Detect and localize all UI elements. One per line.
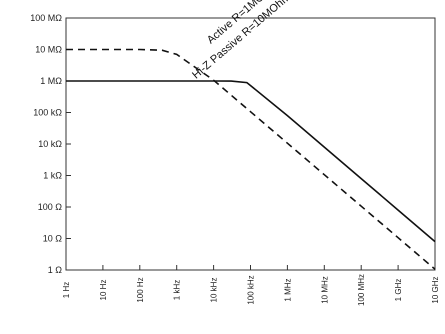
x-tick-label: 10 MHz: [320, 276, 329, 304]
x-tick-label: 1 MHz: [283, 278, 292, 301]
y-tick-label: 100 Ω: [38, 202, 63, 212]
ticks: 1 Ω 10 Ω 100 Ω 1 kΩ 10 kΩ 100 kΩ 1 MΩ 10 MΩ 100 …: [30, 13, 440, 306]
y-tick-label: 100 MΩ: [30, 13, 62, 23]
series-line-hiz-passive: [66, 48, 436, 270]
x-tick-label: 10 GHz: [431, 276, 440, 303]
axes: [65, 17, 436, 271]
x-tick-label: 100 MHz: [357, 274, 366, 306]
y-tick-label: 1 kΩ: [43, 171, 62, 181]
x-tick-label: 1 GHz: [394, 279, 403, 302]
x-tick-label: 1 Hz: [62, 282, 71, 298]
x-tick-label: 1 kHz: [173, 280, 182, 300]
series-layer: [66, 48, 436, 270]
x-tick-label: 10 kHz: [210, 278, 219, 303]
x-tick-label: 10 Hz: [99, 280, 108, 301]
y-tick-label: 10 MΩ: [35, 45, 62, 55]
x-tick-label: 100 kHz: [247, 275, 256, 304]
y-tick-label: 1 MΩ: [40, 76, 62, 86]
y-tick-label: 10 kΩ: [38, 139, 62, 149]
y-tick-label: 10 Ω: [43, 234, 63, 244]
x-tick-label: 100 Hz: [136, 277, 145, 302]
series-line-active: [66, 80, 436, 243]
y-tick-label: 100 kΩ: [33, 108, 62, 118]
y-tick-label: 1 Ω: [48, 265, 63, 275]
plot-frame: [65, 17, 436, 271]
